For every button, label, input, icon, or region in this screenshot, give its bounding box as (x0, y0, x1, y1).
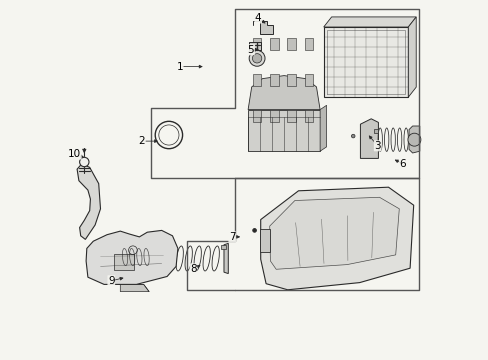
Bar (269, 38, 278, 50)
Polygon shape (77, 164, 101, 239)
Bar (252, 110, 261, 122)
Text: 6: 6 (399, 159, 406, 169)
Bar (221, 245, 226, 249)
Text: 4: 4 (254, 13, 261, 23)
Polygon shape (224, 243, 228, 274)
Circle shape (252, 229, 256, 232)
Circle shape (249, 50, 264, 66)
Bar (269, 110, 278, 122)
Polygon shape (120, 284, 149, 292)
Polygon shape (360, 119, 378, 158)
Polygon shape (86, 230, 178, 284)
Bar (166, 245, 171, 249)
Bar (269, 74, 278, 86)
Text: 3: 3 (374, 141, 380, 151)
Circle shape (407, 133, 420, 146)
Text: 2: 2 (138, 136, 145, 146)
Polygon shape (323, 17, 415, 27)
Bar (304, 74, 313, 86)
Bar (114, 254, 134, 270)
Polygon shape (247, 109, 320, 151)
Circle shape (351, 134, 354, 138)
Text: 9: 9 (108, 276, 114, 286)
Text: 1: 1 (176, 62, 183, 72)
Polygon shape (320, 105, 326, 151)
Polygon shape (408, 126, 419, 153)
Circle shape (80, 157, 89, 167)
Polygon shape (407, 17, 415, 97)
Polygon shape (163, 243, 167, 274)
Bar (287, 110, 295, 122)
Polygon shape (247, 76, 320, 109)
Bar (373, 129, 378, 133)
Bar (249, 42, 260, 50)
Text: 5: 5 (247, 45, 254, 55)
Polygon shape (323, 27, 407, 97)
Bar (304, 38, 313, 50)
Bar (252, 74, 261, 86)
Bar (252, 38, 261, 50)
Bar (259, 229, 270, 252)
Text: 7: 7 (228, 232, 235, 242)
Polygon shape (260, 187, 413, 290)
Text: 8: 8 (190, 264, 196, 274)
Polygon shape (269, 197, 399, 269)
Bar (287, 74, 295, 86)
Polygon shape (260, 21, 272, 34)
Bar (304, 110, 313, 122)
Text: 10: 10 (68, 149, 81, 159)
Circle shape (252, 54, 261, 63)
Bar (287, 38, 295, 50)
